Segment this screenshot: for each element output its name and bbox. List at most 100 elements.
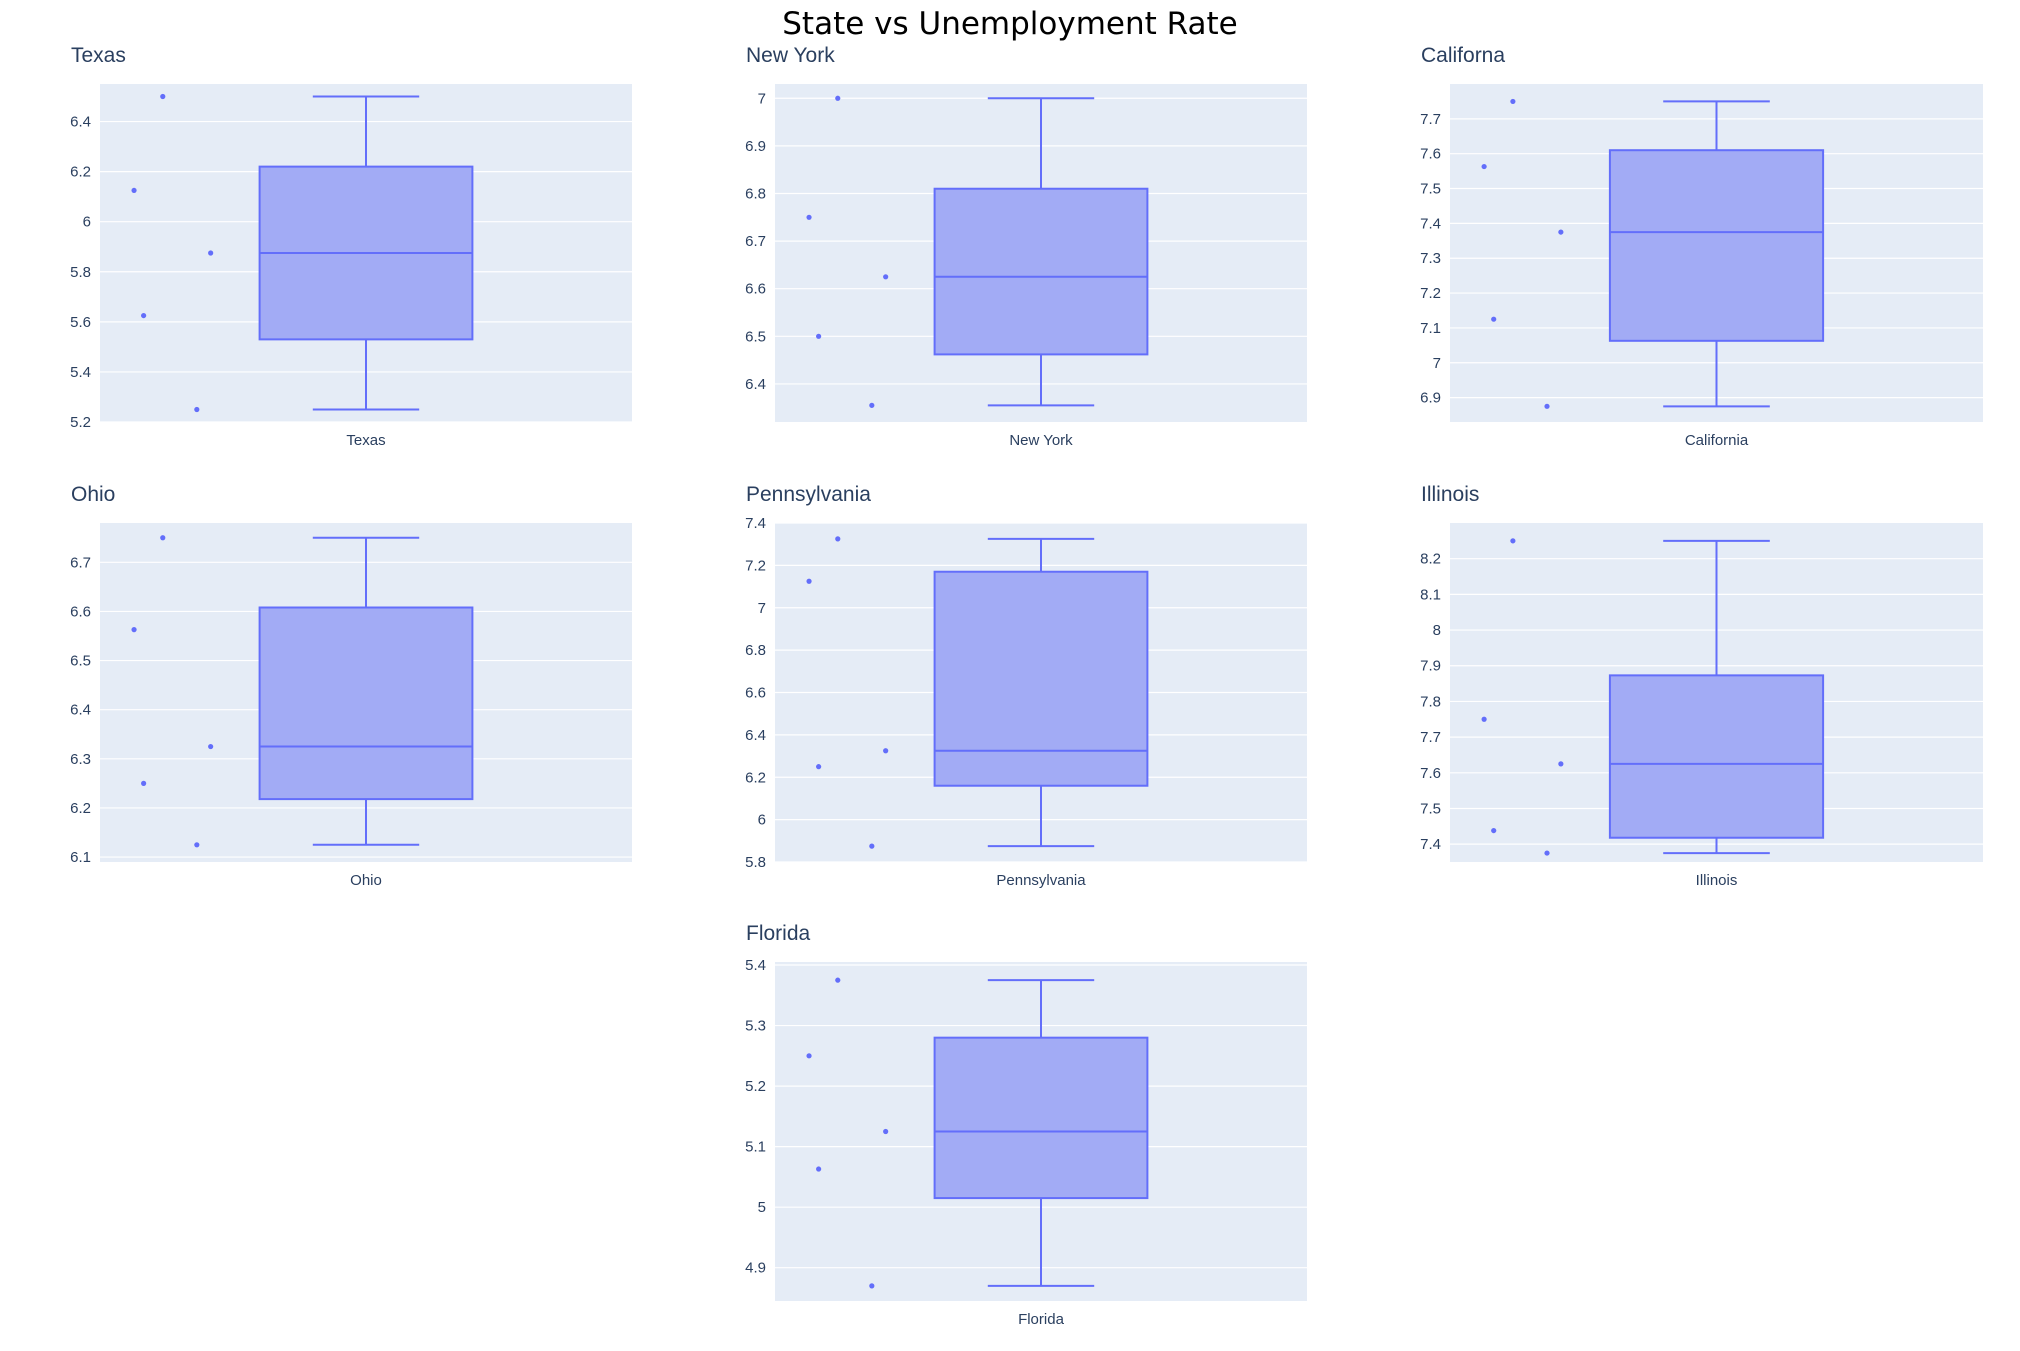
y-tick-label: 5.1 (745, 1139, 766, 1156)
data-point[interactable] (141, 312, 147, 319)
subplot-florida: Florida 4.9 5 5.1 5.2 5.3 5.4 Florida (745, 922, 1307, 1328)
data-point[interactable] (1491, 827, 1497, 834)
y-tick-label: 6.4 (745, 376, 766, 393)
subplot-title: Californa (1421, 44, 1505, 67)
data-point[interactable] (208, 250, 214, 256)
y-tick-label: 7.7 (1420, 729, 1441, 746)
y-tick-label: 6.2 (70, 800, 91, 817)
data-point[interactable] (816, 764, 822, 770)
data-point[interactable] (131, 627, 137, 633)
x-category-label: California (1685, 432, 1749, 449)
data-point[interactable] (194, 842, 200, 848)
x-category-label: Texas (346, 432, 385, 449)
y-tick-label: 6.4 (70, 702, 91, 719)
y-tick-label: 7 (1433, 355, 1441, 372)
y-tick-label: 5.4 (70, 364, 91, 381)
x-category-label: Florida (1018, 1311, 1065, 1328)
y-tick-label: 5 (758, 1199, 766, 1216)
y-tick-label: 6.6 (745, 685, 766, 702)
y-tick-label: 6.6 (70, 603, 91, 620)
y-tick-label: 7.2 (745, 557, 766, 574)
data-point[interactable] (1544, 850, 1550, 856)
data-point[interactable] (1481, 163, 1487, 170)
y-tick-label: 5.4 (745, 957, 766, 974)
data-point[interactable] (869, 1283, 875, 1289)
x-category-label: Illinois (1696, 872, 1738, 889)
y-tick-label: 7.1 (1420, 320, 1441, 337)
iqr-box[interactable] (933, 187, 1149, 356)
y-tick-label: 5.6 (70, 314, 91, 331)
y-tick-label: 6 (758, 812, 766, 829)
y-tick-label: 7.5 (1420, 181, 1441, 198)
y-tick-label: 5.2 (745, 1078, 766, 1095)
y-tick-label: 7 (758, 600, 766, 617)
data-point[interactable] (1510, 98, 1516, 105)
data-point[interactable] (806, 578, 812, 584)
y-tick-label: 5.8 (745, 854, 766, 871)
y-tick-label: 6.5 (70, 653, 91, 670)
y-tick-label: 6.5 (745, 328, 766, 345)
y-tick-label: 8 (1433, 622, 1441, 639)
x-category-label: New York (1009, 432, 1073, 449)
data-point[interactable] (131, 187, 137, 194)
y-tick-label: 5.2 (70, 414, 91, 431)
subplot-title: Illinois (1421, 483, 1479, 506)
y-tick-label: 6.3 (70, 751, 91, 768)
subplot-title: Pennsylvania (746, 483, 871, 506)
data-point[interactable] (141, 780, 147, 786)
iqr-box[interactable] (933, 570, 1149, 787)
data-point[interactable] (883, 748, 889, 754)
y-tick-label: 6.2 (70, 164, 91, 181)
data-point[interactable] (806, 214, 812, 220)
data-point[interactable] (160, 93, 166, 100)
y-tick-label: 6.8 (745, 642, 766, 659)
data-point[interactable] (208, 743, 214, 750)
data-point[interactable] (806, 1053, 812, 1059)
y-tick-label: 7.3 (1420, 250, 1441, 267)
data-point[interactable] (835, 977, 841, 983)
subplot-title: Florida (746, 922, 811, 945)
y-tick-label: 6 (83, 214, 91, 231)
y-tick-label: 7.7 (1420, 111, 1441, 128)
data-point[interactable] (160, 535, 166, 541)
data-point[interactable] (816, 1166, 822, 1172)
y-tick-label: 7.6 (1420, 765, 1441, 782)
data-point[interactable] (194, 406, 200, 413)
y-tick-label: 7.4 (745, 515, 766, 532)
subplot-pennsylvania: Pennsylvania 5.8 6 6.2 6.4 6.6 6.8 7 7.2 7.4 Penns… (745, 483, 1307, 889)
iqr-box[interactable] (1608, 674, 1825, 839)
y-tick-label: 7.8 (1420, 693, 1441, 710)
data-point[interactable] (883, 1128, 889, 1135)
data-point[interactable] (835, 536, 841, 542)
data-point[interactable] (1491, 316, 1497, 322)
data-point[interactable] (869, 402, 875, 408)
data-point[interactable] (1558, 229, 1564, 235)
y-tick-label: 7.5 (1420, 800, 1441, 817)
y-tick-label: 6.4 (70, 114, 91, 131)
y-tick-label: 6.9 (745, 138, 766, 155)
y-tick-label: 6.8 (745, 185, 766, 202)
data-point[interactable] (1510, 538, 1516, 544)
x-category-label: Pennsylvania (996, 872, 1086, 889)
data-point[interactable] (869, 843, 875, 849)
iqr-box[interactable] (933, 1036, 1149, 1200)
y-tick-label: 5.3 (745, 1018, 766, 1035)
y-tick-label: 6.2 (745, 769, 766, 786)
subplot-title: Texas (71, 44, 126, 67)
y-tick-label: 8.2 (1420, 551, 1441, 568)
data-point[interactable] (1558, 761, 1564, 767)
subplot-ohio: Ohio 6.1 6.2 6.3 6.4 6.5 6.6 6.7 Ohio (70, 483, 632, 889)
iqr-box[interactable] (258, 606, 474, 801)
data-point[interactable] (1544, 403, 1550, 409)
data-point[interactable] (1481, 716, 1487, 722)
y-tick-label: 6.6 (745, 281, 766, 298)
data-point[interactable] (835, 95, 841, 101)
iqr-box[interactable] (1608, 149, 1825, 342)
data-point[interactable] (816, 333, 822, 339)
y-tick-label: 7.4 (1420, 215, 1441, 232)
data-point[interactable] (883, 274, 889, 280)
y-tick-label: 6.1 (70, 849, 91, 866)
subplot-texas: Texas 5.2 5.4 5.6 5.8 6 6.2 6.4 Texas (70, 44, 632, 449)
y-tick-label: 8.1 (1420, 586, 1441, 603)
